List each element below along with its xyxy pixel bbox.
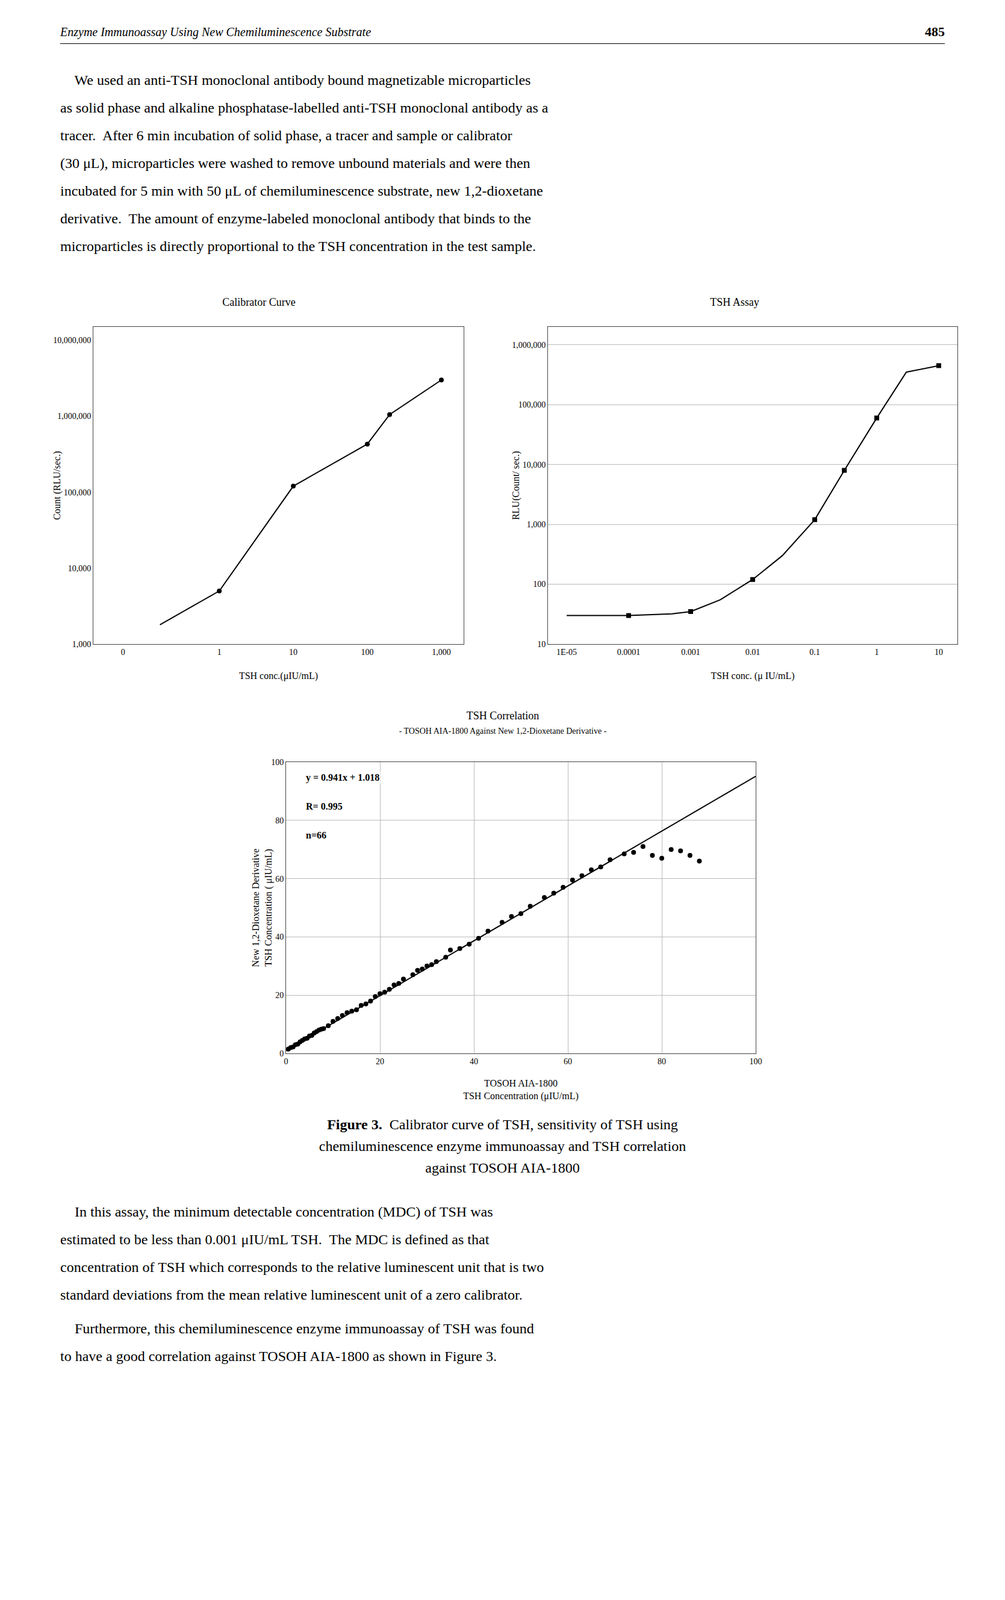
svg-text:100: 100 bbox=[270, 758, 284, 768]
svg-text:TSH conc. (μ IU/mL): TSH conc. (μ IU/mL) bbox=[710, 670, 795, 682]
svg-text:100: 100 bbox=[749, 1057, 763, 1067]
svg-text:40: 40 bbox=[275, 932, 284, 942]
svg-text:1,000,000: 1,000,000 bbox=[511, 340, 546, 350]
svg-text:RLU(Count/ sec.): RLU(Count/ sec.) bbox=[510, 451, 522, 521]
svg-text:60: 60 bbox=[275, 874, 284, 884]
svg-text:0: 0 bbox=[121, 647, 126, 657]
svg-text:100,000: 100,000 bbox=[518, 400, 547, 410]
html-text:derivative. The amount of enzy: derivative. The amount of enzyme-labeled… bbox=[60, 210, 532, 227]
html-text:In this assay, the minimum det: In this assay, the minimum detectable co… bbox=[60, 1204, 493, 1220]
html-text:(30 μL), microparticles were w: (30 μL), microparticles were washed to r… bbox=[60, 155, 531, 172]
svg-text:TSH Assay: TSH Assay bbox=[709, 296, 760, 309]
html-text:microparticles is directly pro: microparticles is directly proportional … bbox=[60, 238, 536, 255]
svg-text:0: 0 bbox=[284, 1057, 289, 1067]
svg-text:100,000: 100,000 bbox=[63, 488, 92, 498]
html-text:against TOSOH AIA-1800: against TOSOH AIA-1800 bbox=[425, 1160, 580, 1177]
svg-text:20: 20 bbox=[375, 1057, 385, 1067]
svg-text:TOSOH AIA-1800TSH Concentratio: TOSOH AIA-1800TSH Concentration (μIU/mL) bbox=[463, 1078, 579, 1102]
svg-text:Calibrator Curve: Calibrator Curve bbox=[222, 296, 296, 309]
svg-text:1E-05: 1E-05 bbox=[556, 647, 577, 657]
svg-text:0.001: 0.001 bbox=[681, 647, 701, 657]
html-text:chemiluminescence enzyme immun: chemiluminescence enzyme immunoassay and… bbox=[319, 1138, 686, 1155]
html-text:as solid phase and alkaline ph: as solid phase and alkaline phosphatase-… bbox=[60, 99, 549, 116]
svg-text:TSH Correlation- TOSOH AIA-180: TSH Correlation- TOSOH AIA-1800 Against … bbox=[399, 709, 607, 736]
svg-text:1: 1 bbox=[217, 647, 222, 657]
html-text:incubated for 5 min with 50 μL: incubated for 5 min with 50 μL of chemil… bbox=[60, 183, 544, 199]
svg-text:1,000,000: 1,000,000 bbox=[57, 411, 91, 421]
svg-text:40: 40 bbox=[469, 1057, 479, 1067]
svg-text:80: 80 bbox=[275, 816, 284, 826]
svg-text:60: 60 bbox=[563, 1057, 573, 1067]
svg-text:1,000: 1,000 bbox=[526, 520, 547, 530]
html-text:concentration of TSH which cor: concentration of TSH which corresponds t… bbox=[60, 1259, 544, 1276]
svg-text:n=66: n=66 bbox=[305, 830, 327, 841]
svg-text:y = 0.941x + 1.018: y = 0.941x + 1.018 bbox=[305, 772, 380, 784]
svg-text:10,000: 10,000 bbox=[68, 564, 92, 574]
svg-text:0.0001: 0.0001 bbox=[617, 647, 641, 657]
html-text:tracer. After 6 min incubation: tracer. After 6 min incubation of solid … bbox=[60, 127, 513, 144]
svg-text:10,000,000: 10,000,000 bbox=[52, 336, 91, 346]
svg-text:Count (RLU/sec.): Count (RLU/sec.) bbox=[51, 451, 63, 521]
html-text:We used an anti-TSH monoclonal: We used an anti-TSH monoclonal antibody … bbox=[60, 72, 531, 88]
svg-text:TSH conc.(μIU/mL): TSH conc.(μIU/mL) bbox=[239, 670, 318, 682]
svg-text:0.01: 0.01 bbox=[745, 647, 761, 657]
svg-text:0: 0 bbox=[279, 1049, 284, 1059]
svg-text:10: 10 bbox=[537, 640, 546, 650]
svg-text:0.1: 0.1 bbox=[809, 647, 821, 657]
svg-text:1,000: 1,000 bbox=[431, 647, 452, 657]
svg-text:New 1,2-Dioxetane DerivativeTS: New 1,2-Dioxetane DerivativeTSH Concentr… bbox=[250, 849, 274, 968]
svg-text:10,000: 10,000 bbox=[522, 460, 547, 470]
svg-text:10: 10 bbox=[289, 647, 298, 657]
svg-text:80: 80 bbox=[657, 1057, 666, 1067]
svg-text:100: 100 bbox=[361, 647, 374, 657]
html-text:standard deviations from the m: standard deviations from the mean relati… bbox=[60, 1287, 523, 1304]
svg-text:10: 10 bbox=[934, 647, 943, 657]
svg-text:100: 100 bbox=[532, 579, 546, 589]
html-text:estimated to be less than 0.00: estimated to be less than 0.001 μIU/mL T… bbox=[60, 1232, 490, 1248]
html-text:Enzyme Immunoassay Using New C: Enzyme Immunoassay Using New Chemilumine… bbox=[60, 25, 371, 39]
svg-text:20: 20 bbox=[275, 991, 284, 1001]
svg-text:1,000: 1,000 bbox=[72, 640, 92, 650]
html-text:Furthermore, this chemilumines: Furthermore, this chemiluminescence enzy… bbox=[60, 1321, 534, 1337]
svg-text:R= 0.995: R= 0.995 bbox=[305, 801, 343, 812]
svg-text:1: 1 bbox=[874, 647, 880, 657]
html-text:to have a good correlation aga: to have a good correlation against TOSOH… bbox=[60, 1348, 497, 1365]
html-text:Figure 3. Calibrator curve of: Figure 3. Calibrator curve of TSH, sensi… bbox=[327, 1117, 678, 1133]
html-text:485: 485 bbox=[924, 24, 945, 40]
